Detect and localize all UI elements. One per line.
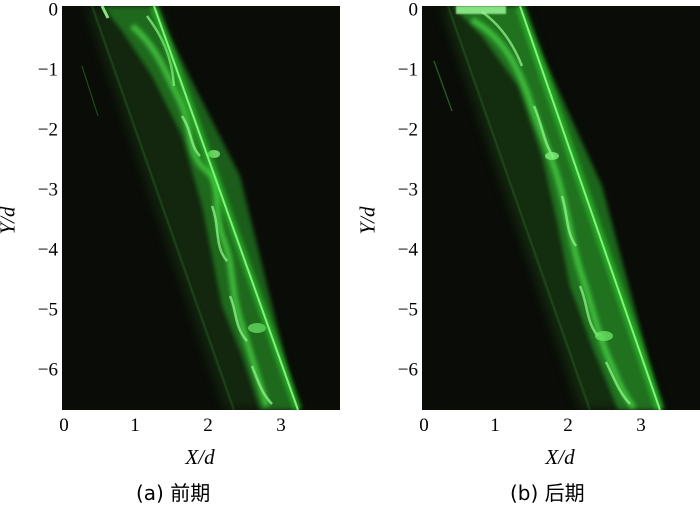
panel-a: 0 −1 −2 −3 −4 −5 −6 Y/d [0,0,340,505]
x-tick-label: 3 [276,415,286,436]
flow-visualization-b [422,6,700,410]
y-tick-label: 0 [48,0,59,21]
y-tick-label: −4 [37,239,58,261]
y-tick-label: −6 [37,359,58,381]
x-tick-label: 2 [203,415,213,436]
x-tick-label: 3 [636,415,646,436]
x-tick-label: 2 [563,415,573,436]
y-tick-label: −4 [397,239,418,261]
x-axis-label: X/d [545,445,575,469]
y-axis-label: Y/d [0,206,20,235]
x-axis-label: X/d [185,445,215,469]
panel-b: 0 −1 −2 −3 −4 −5 −6 Y/d 0 1 2 3 [356,0,700,505]
y-tick-label: −2 [37,119,58,141]
y-tick-label: −2 [397,119,418,141]
y-tick-label: −6 [397,359,418,381]
x-tick-label: 1 [130,415,140,436]
flow-visualization-a [62,6,340,410]
panel-caption: (b) 后期 [510,481,585,505]
y-tick-label: −3 [397,179,418,201]
y-tick-label: −1 [397,59,418,81]
y-tick-label: −1 [37,59,58,81]
y-tick-label: −3 [37,179,58,201]
x-tick-label: 1 [490,415,500,436]
panel-caption: (a) 前期 [136,481,211,505]
y-tick-label: −5 [37,299,58,321]
fluorescence-image-b [422,6,700,410]
x-tick-label: 0 [59,415,69,436]
y-tick-label: 0 [408,0,419,21]
y-axis-label: Y/d [355,206,380,235]
y-tick-label: −5 [397,299,418,321]
fluorescence-image-a [62,6,340,410]
x-tick-label: 0 [419,415,429,436]
